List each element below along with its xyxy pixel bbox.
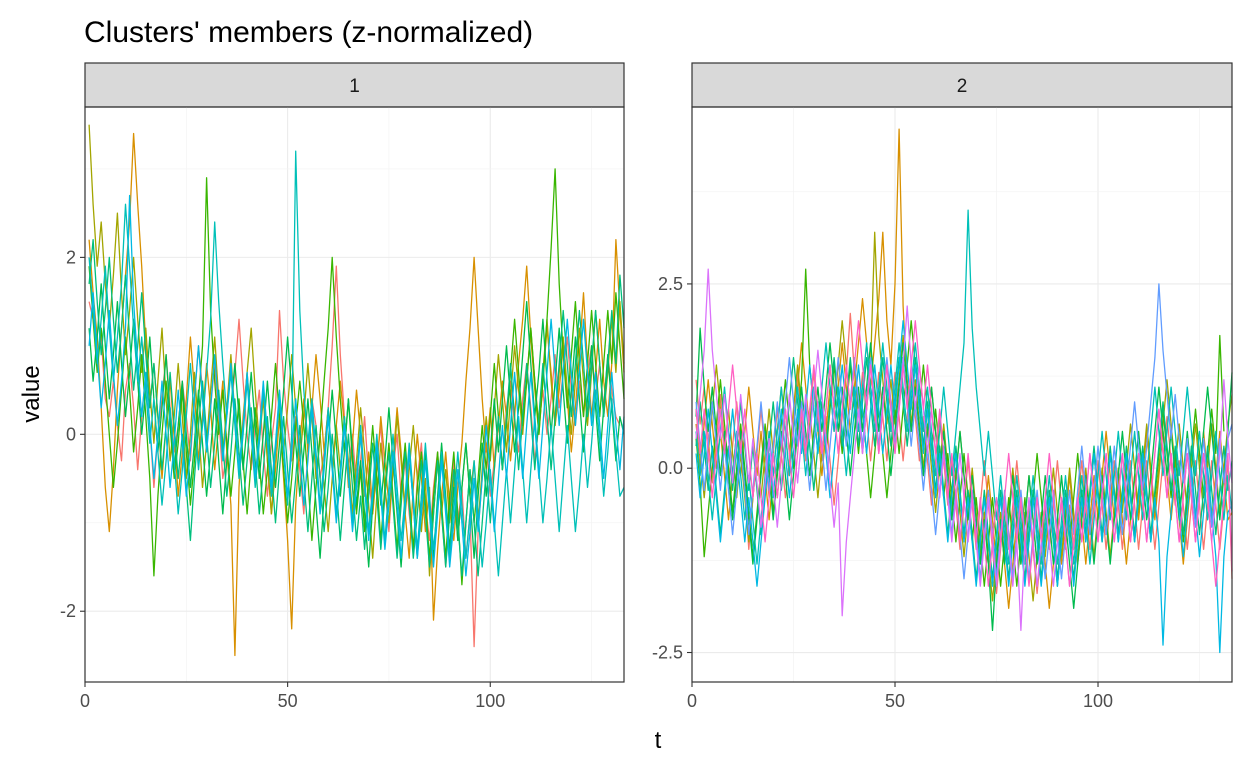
x-tick-label: 100	[475, 691, 505, 711]
panel-1-y-axis: -2 0 2	[60, 247, 85, 621]
panel-1-series-lines	[88, 124, 625, 657]
y-tick-label: 0	[66, 424, 76, 444]
series-line-6	[695, 356, 1233, 580]
y-tick-label: -2	[60, 601, 76, 621]
panel-2-border	[691, 106, 1233, 683]
series-line-1	[695, 312, 1233, 595]
facet-strip-label-1: 1	[349, 76, 360, 97]
series-line-11	[695, 320, 1233, 587]
y-tick-label: 2.5	[658, 274, 683, 294]
x-tick-label: 0	[80, 691, 90, 711]
x-tick-label: 100	[1083, 691, 1113, 711]
y-tick-label: 2	[66, 247, 76, 267]
facet-strip-label-2: 2	[957, 76, 968, 97]
series-line-7	[88, 150, 625, 577]
x-tick-label: 0	[687, 691, 697, 711]
series-line-4	[88, 168, 625, 586]
series-line-6	[88, 239, 625, 577]
facet-panel-2: 2 0 50 100 -2.5 0.0 2.5	[652, 62, 1233, 711]
x-tick-label: 50	[885, 691, 905, 711]
series-line-5	[695, 327, 1233, 632]
x-axis-title: t	[655, 727, 662, 754]
facet-strip-2	[691, 62, 1233, 108]
panel-1-x-axis: 0 50 100	[80, 682, 505, 711]
y-tick-label: -2.5	[652, 643, 683, 663]
series-line-8	[88, 194, 625, 577]
panel-1-border	[84, 106, 625, 683]
chart-title: Clusters' members (z-normalized)	[84, 16, 533, 49]
x-tick-label: 50	[278, 691, 298, 711]
series-line-9	[695, 283, 1233, 580]
y-axis-title: value	[18, 365, 45, 422]
panel-2-series-lines	[695, 128, 1233, 654]
series-line-7	[695, 209, 1233, 565]
y-tick-label: 0.0	[658, 458, 683, 478]
panel-2-x-axis: 0 50 100	[687, 682, 1113, 711]
panel-2-y-axis: -2.5 0.0 2.5	[652, 274, 692, 663]
facet-strip-1	[84, 62, 625, 108]
series-line-2	[88, 132, 625, 657]
facet-panel-1: 1 0 50 100 -2 0 2	[60, 62, 625, 711]
series-line-8	[695, 320, 1233, 654]
